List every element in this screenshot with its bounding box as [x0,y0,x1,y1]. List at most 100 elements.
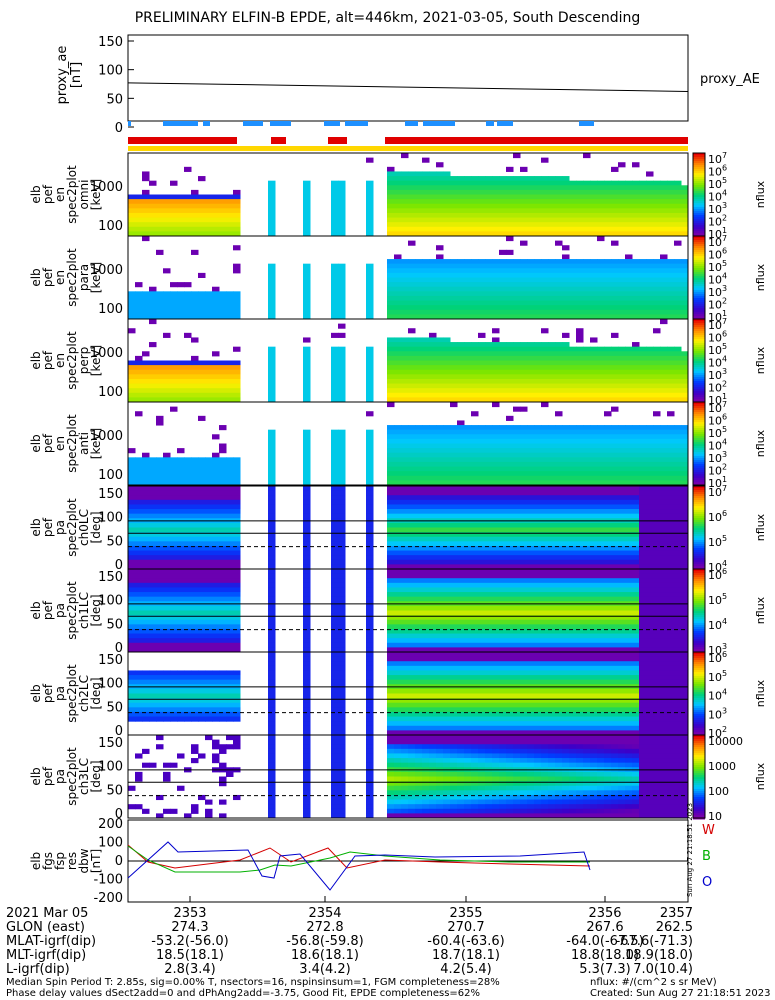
spectrogram-cell [681,383,689,389]
colorbar-segment [693,300,705,303]
spectrogram-cell [184,208,192,214]
spectrogram-cell [177,550,185,556]
spectrogram-cell [366,365,374,371]
spectrogram-cell [436,471,444,477]
spectrogram-cell [184,199,192,205]
colorbar-segment [693,432,705,435]
spectrogram-cell [534,443,542,449]
spectrogram-cell [562,268,570,274]
spectrogram-cell [618,564,626,570]
spectrogram-cell [436,495,444,501]
colorbar-segment [693,175,705,178]
spectrogram-cell [527,471,535,477]
spectrogram-cell [618,457,626,463]
spectrogram-cell [513,351,521,357]
spectrogram-cell [450,185,458,191]
spectrogram-cell [506,425,514,431]
spectrogram-cell [555,457,563,463]
spectrogram-cell [219,638,227,644]
spectrogram-cell [625,388,633,394]
spectrogram-cell [492,490,500,496]
spectrogram-cell [135,222,143,228]
spectrogram-cell [387,203,395,209]
spectrogram-cell [338,499,346,505]
spectrogram-cell [639,452,647,458]
spectrogram-cell [667,388,675,394]
spectrogram-cell [149,203,157,209]
spectrogram-cell [436,208,444,214]
spectrogram-cell [660,397,668,403]
spectrogram-cell [331,624,339,630]
spectrogram-cell [492,231,500,237]
spectrogram-cell [156,480,164,486]
spectrogram-cell [534,300,542,306]
spectrogram-cell [219,425,227,431]
colorbar-segment [693,498,705,501]
spectrogram-cell [429,452,437,458]
spectrogram-cell [506,499,514,505]
spectrogram-cell [492,263,500,269]
spectrogram-cell [338,633,346,639]
spectrogram-cell [569,309,577,315]
spectrogram-cell [478,374,486,380]
spectrogram-cell [331,226,339,232]
spectrogram-cell [338,194,346,200]
spectrogram-cell [170,573,178,579]
spectrogram-cell [583,378,591,385]
spectrogram-cell [135,199,143,205]
spectrogram-cell [632,199,640,205]
spectrogram-cell [191,388,199,394]
spectrogram-cell [226,486,234,492]
spectrogram-cell [590,259,598,265]
spectrogram-cell [625,295,633,302]
spectrogram-cell [394,392,402,398]
spectrogram-cell [667,355,675,361]
spectrogram-cell [135,374,143,380]
spectrogram-cell [520,383,528,389]
spectrogram-cell [128,647,136,653]
spectrogram-cell [212,208,220,214]
spectrogram-cell [471,397,479,403]
spectrogram-cell [142,532,150,538]
spectrogram-cell [366,619,374,625]
spectrogram-cell [625,277,633,283]
spectrogram-cell [184,573,192,579]
spectrogram-cell [569,351,577,357]
spectrogram-cell [408,532,416,538]
spectrogram-cell [170,180,178,186]
spectrogram-cell [632,295,640,302]
spectrogram-cell [618,277,626,283]
spectrogram-cell [457,461,465,468]
spectrogram-cell [387,268,395,274]
spectrogram-cell [618,162,626,168]
spectrogram-cell [506,208,514,214]
spectrogram-cell [233,374,241,380]
spectrogram-cell [639,466,647,472]
spectrogram-cell [422,300,430,306]
spectrogram-cell [499,504,507,510]
spectrogram-cell [177,619,185,625]
spectrogram-cell [177,212,185,219]
spectrogram-cell [674,217,682,223]
spectrogram-cell [163,217,171,223]
spectrogram-cell [212,638,220,644]
spectrogram-cell [170,569,178,575]
spectrogram-cell [156,300,164,306]
spectrogram-cell [156,457,164,463]
spectrogram-cell [212,592,220,598]
spectrogram-cell [191,486,199,492]
spectrogram-cell [331,638,339,644]
spectrogram-cell [387,564,395,570]
spectrogram-cell [191,374,199,380]
spectrogram-cell [303,457,311,463]
spectrogram-cell [394,365,402,371]
spectrogram-cell [205,536,213,542]
spectrogram-cell [436,443,444,449]
spectrogram-cell [527,443,535,449]
spectrogram-cell [520,291,528,297]
spectrogram-cell [149,495,157,501]
spectrogram-cell [681,212,689,219]
spectrogram-cell [653,545,661,552]
spectrogram-cell [226,578,234,584]
spectrogram-cell [401,486,409,492]
